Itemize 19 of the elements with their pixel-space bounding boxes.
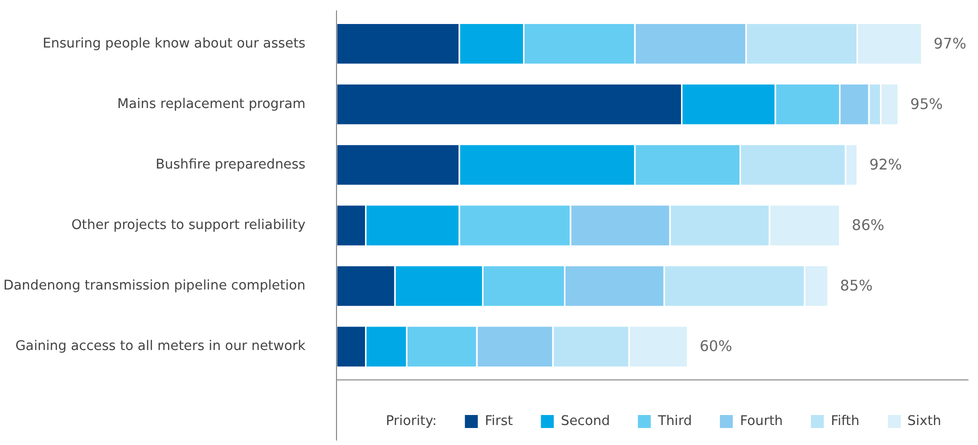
legend-label: Fourth: [740, 414, 783, 428]
y-tick-label: Bushfire preparedness: [156, 157, 306, 172]
total-label: 92%: [869, 156, 902, 174]
legend-label: Fifth: [830, 414, 860, 428]
y-tick-label: Ensuring people know about our assets: [42, 36, 306, 52]
total-label: 60%: [700, 338, 732, 356]
legend-label: Third: [658, 414, 692, 428]
y-tick-label: Dandenong transmission pipeline completion: [3, 278, 306, 294]
y-tick-label: Other projects to support reliability: [71, 218, 306, 233]
total-label: 86%: [852, 217, 884, 234]
total-label: 85%: [840, 278, 873, 295]
total-label: 97%: [934, 35, 966, 52]
legend-label: Sixth: [907, 414, 942, 428]
y-tick-label: Mains replacement program: [117, 96, 306, 112]
legend-title: Priority:: [386, 414, 437, 428]
legend-label: Second: [560, 414, 610, 428]
legend-label: First: [484, 414, 513, 428]
y-tick-label: Gaining access to all meters in our network: [15, 339, 306, 354]
total-label: 95%: [910, 96, 943, 113]
